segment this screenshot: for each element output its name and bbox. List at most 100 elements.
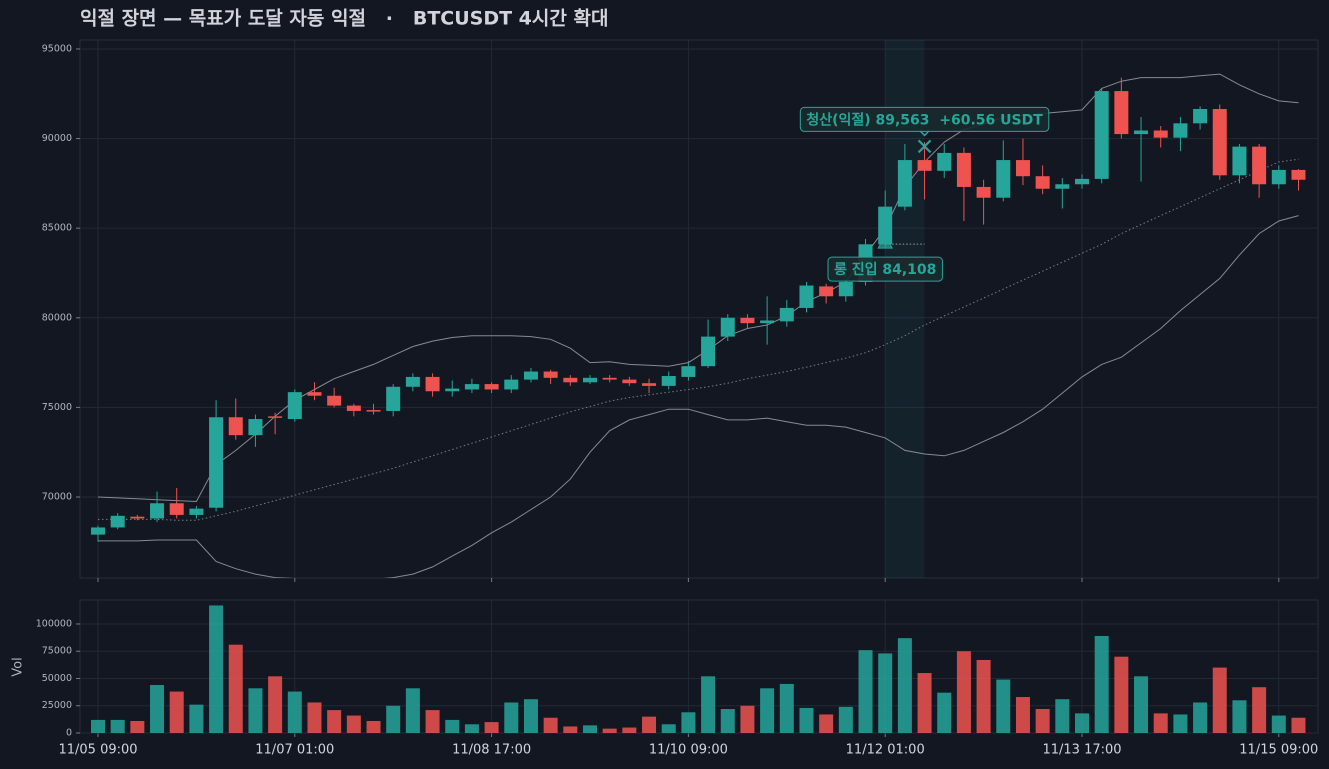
candle-body bbox=[878, 206, 893, 245]
volume-bar bbox=[386, 705, 401, 733]
volume-bar bbox=[150, 685, 165, 733]
y-tick-label: 90000 bbox=[42, 133, 72, 144]
exit-marker bbox=[917, 139, 932, 154]
exit-pointer bbox=[919, 129, 931, 137]
candle-body bbox=[917, 160, 932, 171]
candle-body bbox=[327, 395, 342, 406]
volume-bar bbox=[779, 683, 794, 733]
candle-body bbox=[563, 377, 578, 383]
candle-body bbox=[209, 417, 224, 508]
candle-body bbox=[1212, 108, 1227, 176]
candle-body bbox=[1193, 108, 1208, 124]
candle-body bbox=[819, 286, 834, 297]
candle-body bbox=[346, 405, 361, 411]
candle-body bbox=[1134, 130, 1149, 135]
volume-bar bbox=[307, 702, 322, 733]
volume-bar bbox=[1153, 713, 1168, 733]
chart-title: 익절 장면 — 목표가 도달 자동 익절 · BTCUSDT 4시간 확대 bbox=[80, 7, 608, 30]
volume-bar bbox=[681, 712, 696, 733]
main-plot bbox=[91, 40, 1306, 578]
candle-body bbox=[897, 160, 912, 207]
candle-body bbox=[405, 376, 420, 387]
candle-body bbox=[1153, 130, 1168, 138]
candle-body bbox=[1291, 169, 1306, 180]
volume-bar bbox=[209, 605, 224, 733]
volume-bar bbox=[287, 691, 302, 733]
candle-body bbox=[464, 384, 479, 390]
volume-bar bbox=[878, 653, 893, 733]
candle-body bbox=[1271, 169, 1286, 185]
x-tick-label: 11/12 01:00 bbox=[846, 743, 925, 758]
candle-body bbox=[130, 516, 145, 519]
y-tick-label: 85000 bbox=[42, 223, 72, 234]
y-tick-label: 50000 bbox=[42, 673, 72, 684]
candle-body bbox=[760, 320, 775, 324]
candle-body bbox=[976, 186, 991, 198]
candle-body bbox=[110, 515, 125, 528]
x-tick-label: 11/05 09:00 bbox=[58, 743, 137, 758]
candle-body bbox=[386, 386, 401, 411]
candle-body bbox=[661, 376, 676, 386]
volume-bar bbox=[445, 719, 460, 733]
volume-bar bbox=[1015, 697, 1030, 733]
plot-area bbox=[79, 39, 1319, 579]
candle-body bbox=[169, 503, 184, 515]
volume-bar bbox=[523, 699, 538, 733]
volume-bar bbox=[484, 722, 499, 733]
volume-bar bbox=[1035, 709, 1050, 733]
volume-bar bbox=[366, 721, 381, 733]
x-tick-label: 11/15 09:00 bbox=[1239, 743, 1318, 758]
y-tick-label: 75000 bbox=[42, 402, 72, 413]
volume-bar bbox=[228, 644, 243, 733]
volume-bar bbox=[976, 659, 991, 733]
volume-bar bbox=[858, 650, 873, 733]
volume-bar bbox=[1212, 667, 1227, 733]
entry-marker bbox=[877, 234, 894, 249]
candle-body bbox=[248, 419, 263, 436]
candle-body bbox=[956, 152, 971, 187]
volume-bar bbox=[169, 691, 184, 733]
volume-bar bbox=[543, 717, 558, 733]
candle-body bbox=[484, 384, 499, 390]
volume-bar bbox=[760, 688, 775, 733]
candle-body bbox=[1075, 178, 1089, 185]
volume-bar bbox=[799, 707, 814, 733]
volume-bar bbox=[1232, 700, 1247, 733]
x-tick-label: 11/07 01:00 bbox=[255, 743, 334, 758]
y-tick-label: 100000 bbox=[36, 618, 72, 629]
volume-bar bbox=[996, 679, 1011, 733]
candle-body bbox=[681, 366, 696, 377]
candle-body bbox=[1015, 160, 1030, 177]
volume-bar bbox=[1291, 717, 1306, 733]
volume-bar bbox=[1055, 699, 1070, 733]
y-tick-label: 95000 bbox=[42, 43, 72, 54]
candle-body bbox=[150, 503, 165, 519]
volume-bar bbox=[1252, 687, 1267, 733]
volume-bar bbox=[189, 704, 204, 733]
candle-body bbox=[779, 307, 794, 322]
candle-body bbox=[622, 379, 637, 384]
volume-bar bbox=[327, 710, 342, 733]
candle-body bbox=[445, 388, 460, 392]
volume-bar bbox=[268, 676, 283, 733]
volume-bar bbox=[602, 728, 617, 733]
volume-bar bbox=[405, 688, 420, 733]
volume-bar bbox=[346, 715, 361, 733]
candle-body bbox=[523, 371, 538, 380]
volume-bar bbox=[563, 726, 578, 733]
candle-body bbox=[1055, 184, 1070, 189]
candle-body bbox=[366, 410, 381, 412]
volume-bar bbox=[464, 724, 479, 733]
volume-bar bbox=[248, 688, 263, 733]
candle-body bbox=[1094, 91, 1109, 179]
y-tick-label: 80000 bbox=[42, 312, 72, 323]
x-tick-label: 11/13 17:00 bbox=[1042, 743, 1121, 758]
candle-body bbox=[504, 379, 519, 390]
y-tick-label: 75000 bbox=[42, 646, 72, 657]
candle-body bbox=[642, 383, 657, 386]
candle-body bbox=[1114, 91, 1129, 135]
volume-bar bbox=[917, 673, 932, 733]
candle-body bbox=[701, 336, 716, 367]
volume-bar bbox=[897, 638, 912, 733]
candle-body bbox=[307, 392, 322, 396]
